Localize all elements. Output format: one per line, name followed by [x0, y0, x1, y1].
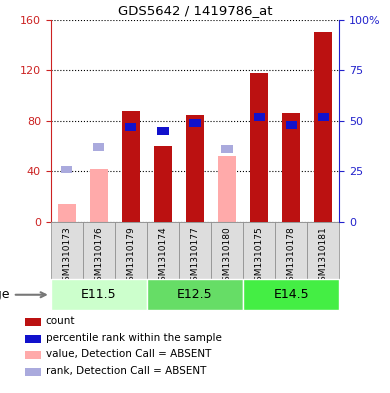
Bar: [307, 222, 339, 279]
Bar: [218, 156, 236, 222]
Bar: [222, 145, 233, 153]
Text: E14.5: E14.5: [273, 288, 309, 301]
Text: E12.5: E12.5: [177, 288, 213, 301]
Bar: [285, 121, 297, 129]
Text: GSM1310173: GSM1310173: [62, 227, 71, 287]
Bar: [25, 351, 41, 359]
Bar: [211, 222, 243, 279]
Text: GSM1310175: GSM1310175: [255, 227, 264, 287]
Bar: [51, 279, 147, 310]
Text: GSM1310176: GSM1310176: [94, 227, 103, 287]
Text: percentile rank within the sample: percentile rank within the sample: [46, 333, 222, 343]
Bar: [51, 222, 83, 279]
Text: GSM1310179: GSM1310179: [126, 227, 135, 287]
Bar: [122, 111, 140, 222]
Text: GSM1310181: GSM1310181: [319, 227, 328, 287]
Text: count: count: [46, 316, 75, 326]
Bar: [157, 127, 168, 135]
Bar: [115, 222, 147, 279]
Bar: [243, 279, 339, 310]
Text: GSM1310178: GSM1310178: [287, 227, 296, 287]
Bar: [25, 335, 41, 343]
Text: E11.5: E11.5: [81, 288, 117, 301]
Bar: [314, 32, 332, 222]
Bar: [58, 204, 76, 222]
Bar: [254, 113, 265, 121]
Bar: [25, 368, 41, 376]
Bar: [275, 222, 307, 279]
Bar: [147, 279, 243, 310]
Bar: [93, 143, 105, 151]
Text: GSM1310180: GSM1310180: [223, 227, 232, 287]
Bar: [282, 113, 300, 222]
Text: rank, Detection Call = ABSENT: rank, Detection Call = ABSENT: [46, 366, 206, 376]
Bar: [250, 73, 268, 222]
Bar: [125, 123, 136, 131]
Text: GSM1310177: GSM1310177: [190, 227, 200, 287]
Bar: [190, 119, 200, 127]
Bar: [61, 165, 73, 173]
Text: GSM1310174: GSM1310174: [158, 227, 167, 287]
Bar: [186, 114, 204, 222]
Bar: [147, 222, 179, 279]
Text: value, Detection Call = ABSENT: value, Detection Call = ABSENT: [46, 349, 211, 359]
Bar: [243, 222, 275, 279]
Bar: [179, 222, 211, 279]
Bar: [83, 222, 115, 279]
Title: GDS5642 / 1419786_at: GDS5642 / 1419786_at: [118, 4, 272, 17]
Text: age: age: [0, 288, 46, 301]
Bar: [154, 146, 172, 222]
Bar: [90, 169, 108, 222]
Bar: [318, 113, 329, 121]
Bar: [25, 318, 41, 326]
